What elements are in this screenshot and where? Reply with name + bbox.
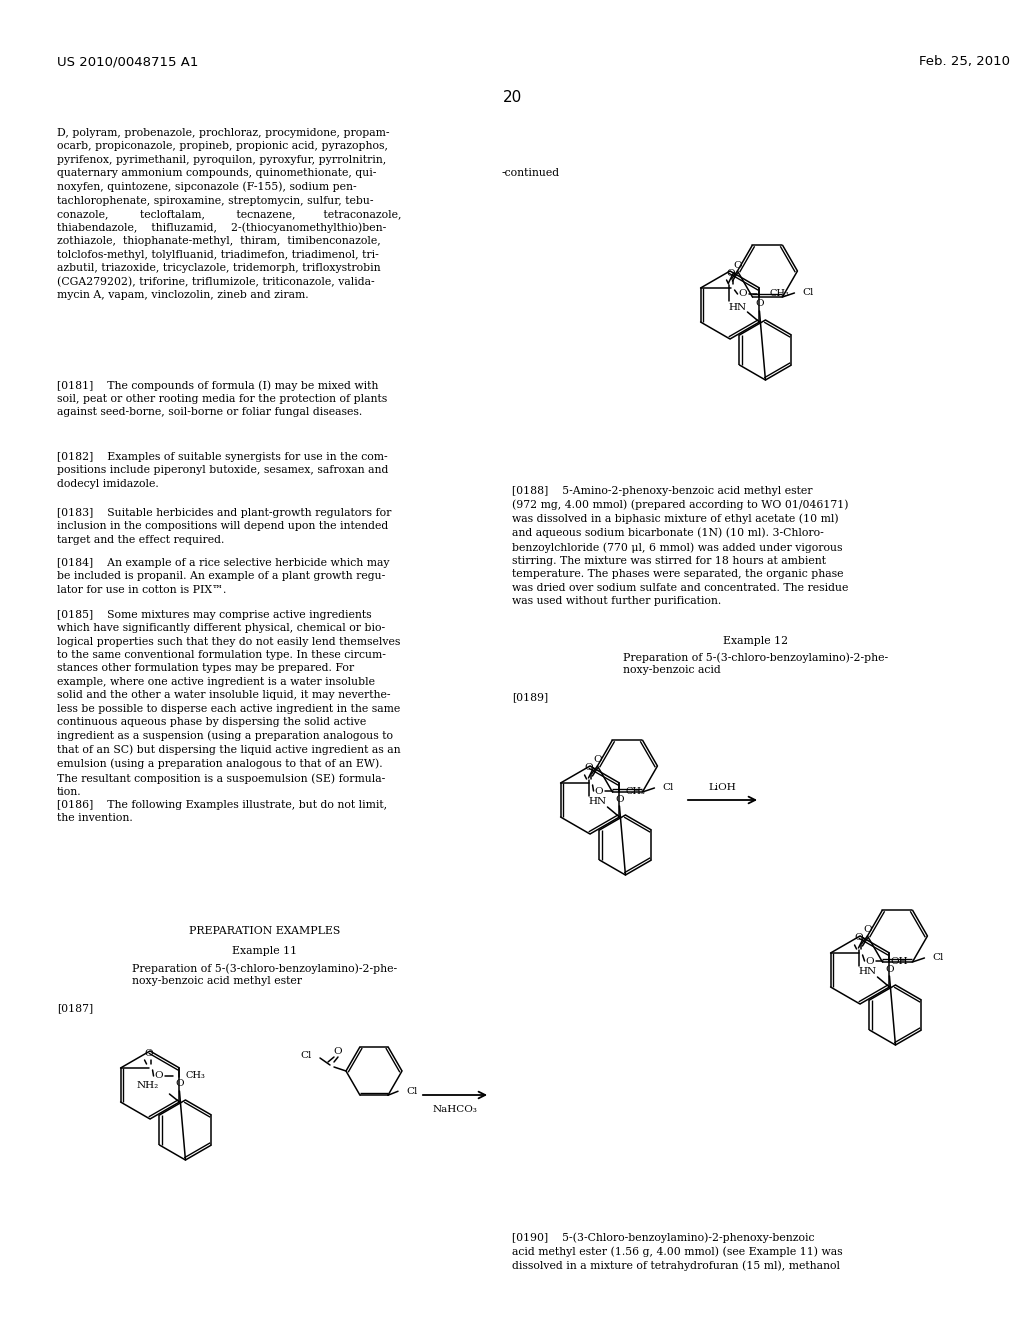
Text: HN: HN xyxy=(589,797,606,807)
Text: O: O xyxy=(738,289,746,298)
Text: Cl: Cl xyxy=(663,784,674,792)
Text: Example 11: Example 11 xyxy=(232,946,298,956)
Text: CH₃: CH₃ xyxy=(626,787,645,796)
Text: NH₂: NH₂ xyxy=(136,1081,159,1090)
Text: O: O xyxy=(726,268,735,277)
Text: O: O xyxy=(175,1080,183,1089)
Text: Preparation of 5-(3-chloro-benzoylamino)-2-phe-
noxy-benzoic acid methyl ester: Preparation of 5-(3-chloro-benzoylamino)… xyxy=(132,964,397,986)
Text: O: O xyxy=(334,1048,342,1056)
Text: O: O xyxy=(733,260,741,269)
Text: O: O xyxy=(854,933,863,942)
Text: Cl: Cl xyxy=(933,953,944,962)
Text: D, polyram, probenazole, prochloraz, procymidone, propam-
ocarb, propiconazole, : D, polyram, probenazole, prochloraz, pro… xyxy=(57,128,401,301)
Text: O: O xyxy=(865,957,873,965)
Text: [0183]    Suitable herbicides and plant-growth regulators for
inclusion in the c: [0183] Suitable herbicides and plant-gro… xyxy=(57,508,391,545)
Text: [0189]: [0189] xyxy=(512,692,548,702)
Text: O: O xyxy=(863,925,871,935)
Text: Cl: Cl xyxy=(406,1086,418,1096)
Text: [0186]    The following Examples illustrate, but do not limit,
the invention.: [0186] The following Examples illustrate… xyxy=(57,800,387,824)
Text: O: O xyxy=(585,763,593,772)
Text: 20: 20 xyxy=(503,90,521,104)
Text: Feb. 25, 2010: Feb. 25, 2010 xyxy=(919,55,1010,69)
Text: O: O xyxy=(885,965,894,974)
Text: PREPARATION EXAMPLES: PREPARATION EXAMPLES xyxy=(189,927,341,936)
Text: CH₃: CH₃ xyxy=(185,1072,206,1081)
Text: CH₃: CH₃ xyxy=(770,289,790,298)
Text: O: O xyxy=(593,755,602,764)
Text: O: O xyxy=(594,787,603,796)
Text: Example 12: Example 12 xyxy=(723,636,788,645)
Text: Preparation of 5-(3-chloro-benzoylamino)-2-phe-
noxy-benzoic acid: Preparation of 5-(3-chloro-benzoylamino)… xyxy=(624,652,889,676)
Text: [0181]    The compounds of formula (I) may be mixed with
soil, peat or other roo: [0181] The compounds of formula (I) may … xyxy=(57,380,387,417)
Text: Cl: Cl xyxy=(803,289,814,297)
Text: O: O xyxy=(615,795,624,804)
Text: HN: HN xyxy=(858,968,877,977)
Text: O: O xyxy=(755,300,764,309)
Text: -continued: -continued xyxy=(502,168,560,178)
Text: O: O xyxy=(155,1072,163,1081)
Text: [0182]    Examples of suitable synergists for use in the com-
positions include : [0182] Examples of suitable synergists f… xyxy=(57,451,388,488)
Text: [0190]    5-(3-Chloro-benzoylamino)-2-phenoxy-benzoic
acid methyl ester (1.56 g,: [0190] 5-(3-Chloro-benzoylamino)-2-pheno… xyxy=(512,1232,843,1271)
Text: HN: HN xyxy=(728,302,746,312)
Text: NaHCO₃: NaHCO₃ xyxy=(432,1105,477,1114)
Text: US 2010/0048715 A1: US 2010/0048715 A1 xyxy=(57,55,199,69)
Text: Cl: Cl xyxy=(301,1051,312,1060)
Text: [0188]    5-Amino-2-phenoxy-benzoic acid methyl ester
(972 mg, 4.00 mmol) (prepa: [0188] 5-Amino-2-phenoxy-benzoic acid me… xyxy=(512,486,849,606)
Text: OH: OH xyxy=(891,957,908,965)
Text: [0187]: [0187] xyxy=(57,1003,93,1012)
Text: O: O xyxy=(144,1048,153,1057)
Text: [0185]    Some mixtures may comprise active ingredients
which have significantly: [0185] Some mixtures may comprise active… xyxy=(57,610,400,797)
Text: LiOH: LiOH xyxy=(709,784,736,792)
Text: [0184]    An example of a rice selective herbicide which may
be included is prop: [0184] An example of a rice selective he… xyxy=(57,558,389,595)
